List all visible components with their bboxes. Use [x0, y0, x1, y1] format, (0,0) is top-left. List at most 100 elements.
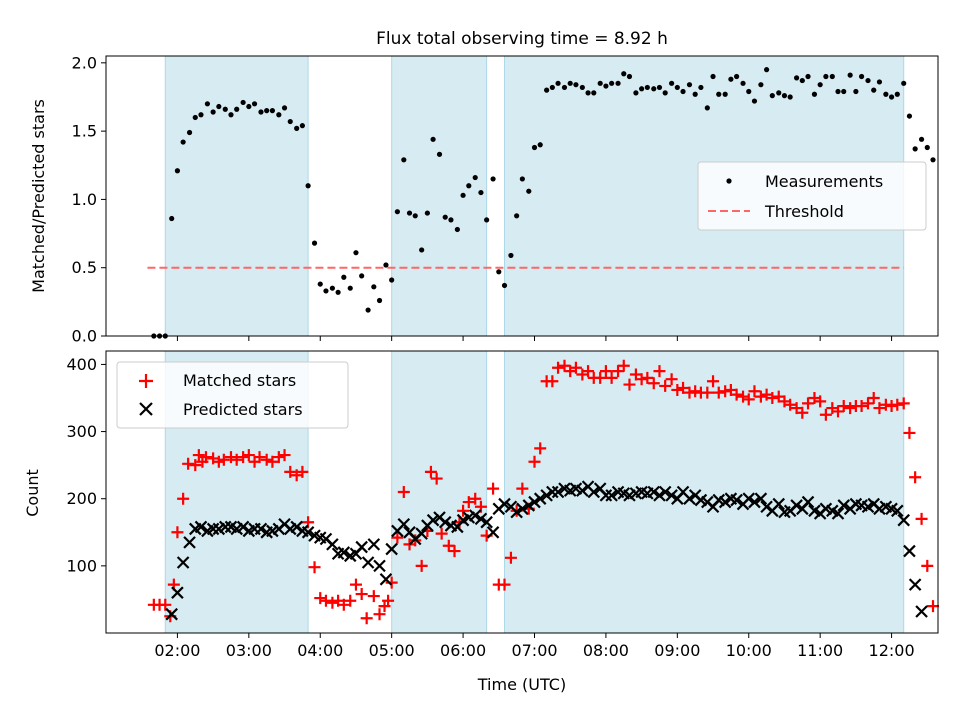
measurement-point	[401, 157, 407, 163]
matched-star-point	[612, 365, 625, 378]
matched-star-point	[796, 406, 809, 419]
predicted-star-point	[206, 522, 220, 536]
measurement-point	[501, 282, 508, 289]
matched-star-point	[534, 442, 547, 455]
measurement-point	[234, 106, 240, 112]
measurement-point	[442, 214, 448, 220]
matched-star-point	[814, 395, 827, 408]
measurement-point	[228, 112, 234, 118]
measurement-point	[240, 99, 246, 106]
measurement-point	[769, 93, 775, 99]
matched-star-point	[594, 371, 607, 384]
measurement-point	[329, 285, 335, 291]
measurement-point	[472, 174, 478, 181]
predicted-star-point	[385, 542, 398, 556]
matched-star-point	[469, 492, 482, 505]
measurement-point	[912, 146, 918, 152]
measurement-point	[686, 82, 693, 88]
predicted-star-point	[551, 485, 565, 499]
matched-star-point	[230, 453, 243, 466]
predicted-star-point	[165, 607, 178, 621]
matched-star-point	[224, 451, 237, 464]
measurement-point	[901, 80, 907, 86]
matched-star-point	[448, 545, 461, 558]
matched-star-point	[192, 449, 205, 462]
predicted-star-point	[683, 492, 696, 505]
measurement-point	[811, 91, 818, 97]
measurement-point	[335, 289, 341, 295]
measurement-point	[829, 73, 835, 80]
measurement-point	[930, 157, 936, 163]
measurement-point	[573, 82, 579, 88]
measurement-point	[508, 252, 514, 259]
predicted-star-point	[891, 504, 904, 518]
measurement-point	[674, 84, 680, 91]
predicted-star-point	[801, 495, 815, 509]
predicted-star-point	[468, 509, 482, 522]
legend-threshold-label: Threshold	[764, 202, 844, 221]
bottom-y-tick-label: 400	[66, 355, 97, 374]
matched-star-point	[665, 373, 678, 386]
matched-star-point	[737, 390, 750, 403]
matched-star-point	[382, 594, 395, 607]
measurement-point	[394, 209, 400, 215]
measurement-point	[484, 217, 490, 223]
matched-star-point	[391, 531, 404, 544]
measurement-point	[876, 79, 883, 85]
measurement-point	[299, 123, 305, 129]
measurement-point	[591, 90, 597, 96]
x-tick-label: 08:00	[583, 641, 629, 660]
matched-star-point	[177, 492, 190, 505]
measurement-point	[894, 91, 900, 97]
legend-measurement-marker	[726, 178, 732, 184]
measurement-point	[514, 213, 520, 219]
predicted-star-point	[474, 512, 488, 526]
predicted-star-point	[379, 573, 393, 586]
measurement-point	[383, 262, 389, 268]
predicted-star-point	[337, 546, 351, 559]
matched-star-point	[326, 596, 339, 609]
matched-star-point	[748, 385, 761, 398]
matched-star-point	[671, 383, 684, 396]
measurement-point	[764, 67, 770, 73]
bottom-y-tick-label: 300	[66, 422, 97, 441]
measurement-point	[311, 240, 318, 246]
measurement-point	[626, 73, 633, 80]
measurement-point	[169, 215, 175, 222]
x-tick-label: 09:00	[654, 641, 700, 660]
measurement-point	[651, 86, 657, 92]
measurement-point	[853, 88, 859, 95]
bottom-x-ticks: 02:00 03:00 04:00 05:00 06:00 07:00 08:00 09:00…	[154, 633, 915, 660]
predicted-star-point	[576, 484, 589, 497]
bottom-y-tick-label: 100	[66, 556, 97, 575]
x-tick-label: 03:00	[226, 641, 272, 660]
measurement-point	[746, 88, 752, 95]
predicted-star-point	[510, 505, 523, 519]
x-tick-label: 11:00	[797, 641, 843, 660]
predicted-star-point	[653, 489, 666, 502]
measurement-point	[841, 88, 847, 95]
measurement-point	[567, 80, 573, 86]
matched-star-point	[832, 405, 845, 418]
measurement-point	[669, 80, 675, 86]
x-tick-label: 05:00	[369, 641, 415, 660]
predicted-star-point	[480, 515, 493, 529]
bottom-legend-box	[116, 361, 349, 429]
predicted-star-point	[301, 526, 315, 539]
measurement-point	[924, 144, 930, 151]
x-tick-label: 02:00	[154, 641, 200, 660]
matched-star-point	[873, 402, 886, 415]
measurement-point	[376, 297, 383, 304]
measurement-point	[734, 73, 740, 80]
matched-star-point	[766, 392, 779, 404]
matched-star-point	[879, 398, 892, 411]
matched-star-point	[442, 539, 455, 552]
matched-star-point	[430, 472, 443, 485]
measurement-point	[823, 73, 829, 80]
matched-star-point	[569, 361, 582, 374]
measurement-point	[317, 281, 323, 287]
matched-star-point	[397, 486, 410, 498]
measurement-point	[698, 84, 704, 91]
top-legend: Measurements Threshold	[697, 161, 927, 231]
measurement-point	[817, 82, 823, 88]
